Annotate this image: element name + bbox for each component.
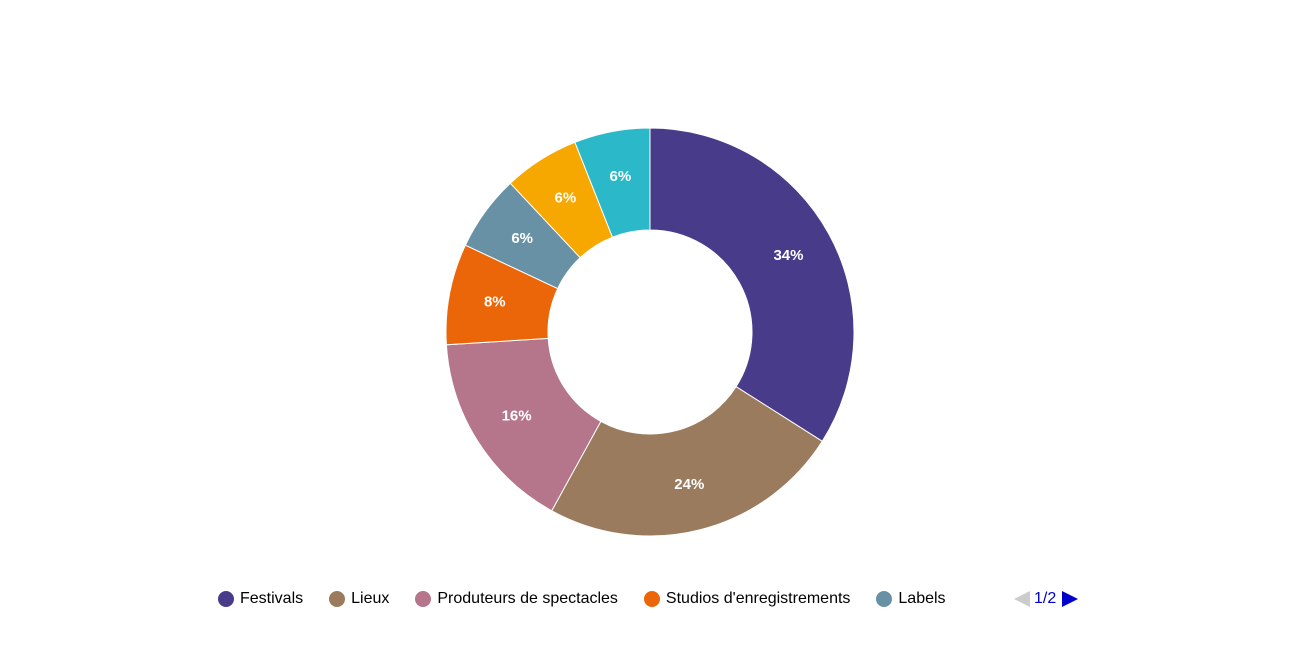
slice-label-4: 6% — [511, 230, 533, 247]
donut-slice-0[interactable] — [649, 127, 855, 442]
legend-label-labels: Labels — [898, 590, 946, 607]
legend-item-festivals[interactable]: Festivals — [218, 590, 303, 608]
legend-page-indicator: 1/2 — [1034, 590, 1057, 607]
legend-label-lieux: Lieux — [351, 590, 390, 607]
donut-slice-1[interactable] — [551, 385, 823, 537]
slice-label-2: 16% — [502, 408, 532, 425]
donut-slice-2[interactable] — [445, 337, 602, 512]
legend-swatch-studios — [643, 591, 660, 607]
chart-legend: Festivals Lieux Produteurs de spectacles… — [218, 588, 972, 610]
legend-prev-arrow-icon[interactable] — [1014, 591, 1030, 607]
legend-swatch-festivals — [218, 591, 234, 607]
slice-label-1: 24% — [674, 476, 704, 493]
slice-label-3: 8% — [484, 293, 506, 310]
legend-label-studios: Studios d'enregistrements — [665, 590, 851, 607]
legend-swatch-labels — [876, 591, 893, 607]
legend-swatch-lieux — [329, 591, 346, 607]
legend-label-produteurs: Produteurs de spectacles — [437, 590, 618, 607]
slice-label-5: 6% — [554, 190, 576, 207]
legend-item-studios[interactable]: Studios d'enregistrements — [643, 590, 851, 608]
legend-label-festivals: Festivals — [240, 590, 304, 607]
legend-item-produteurs[interactable]: Produteurs de spectacles — [415, 590, 618, 608]
legend-next-arrow-icon[interactable] — [1062, 591, 1079, 607]
legend-item-lieux[interactable]: Lieux — [329, 590, 389, 608]
legend-swatch-produteurs — [415, 591, 432, 607]
slice-label-6: 6% — [610, 168, 632, 185]
donut-slice-6[interactable] — [574, 127, 651, 238]
legend-pager: 1/2 — [1014, 588, 1079, 610]
slice-label-0: 34% — [773, 247, 803, 264]
legend-item-labels[interactable]: Labels — [876, 590, 946, 608]
